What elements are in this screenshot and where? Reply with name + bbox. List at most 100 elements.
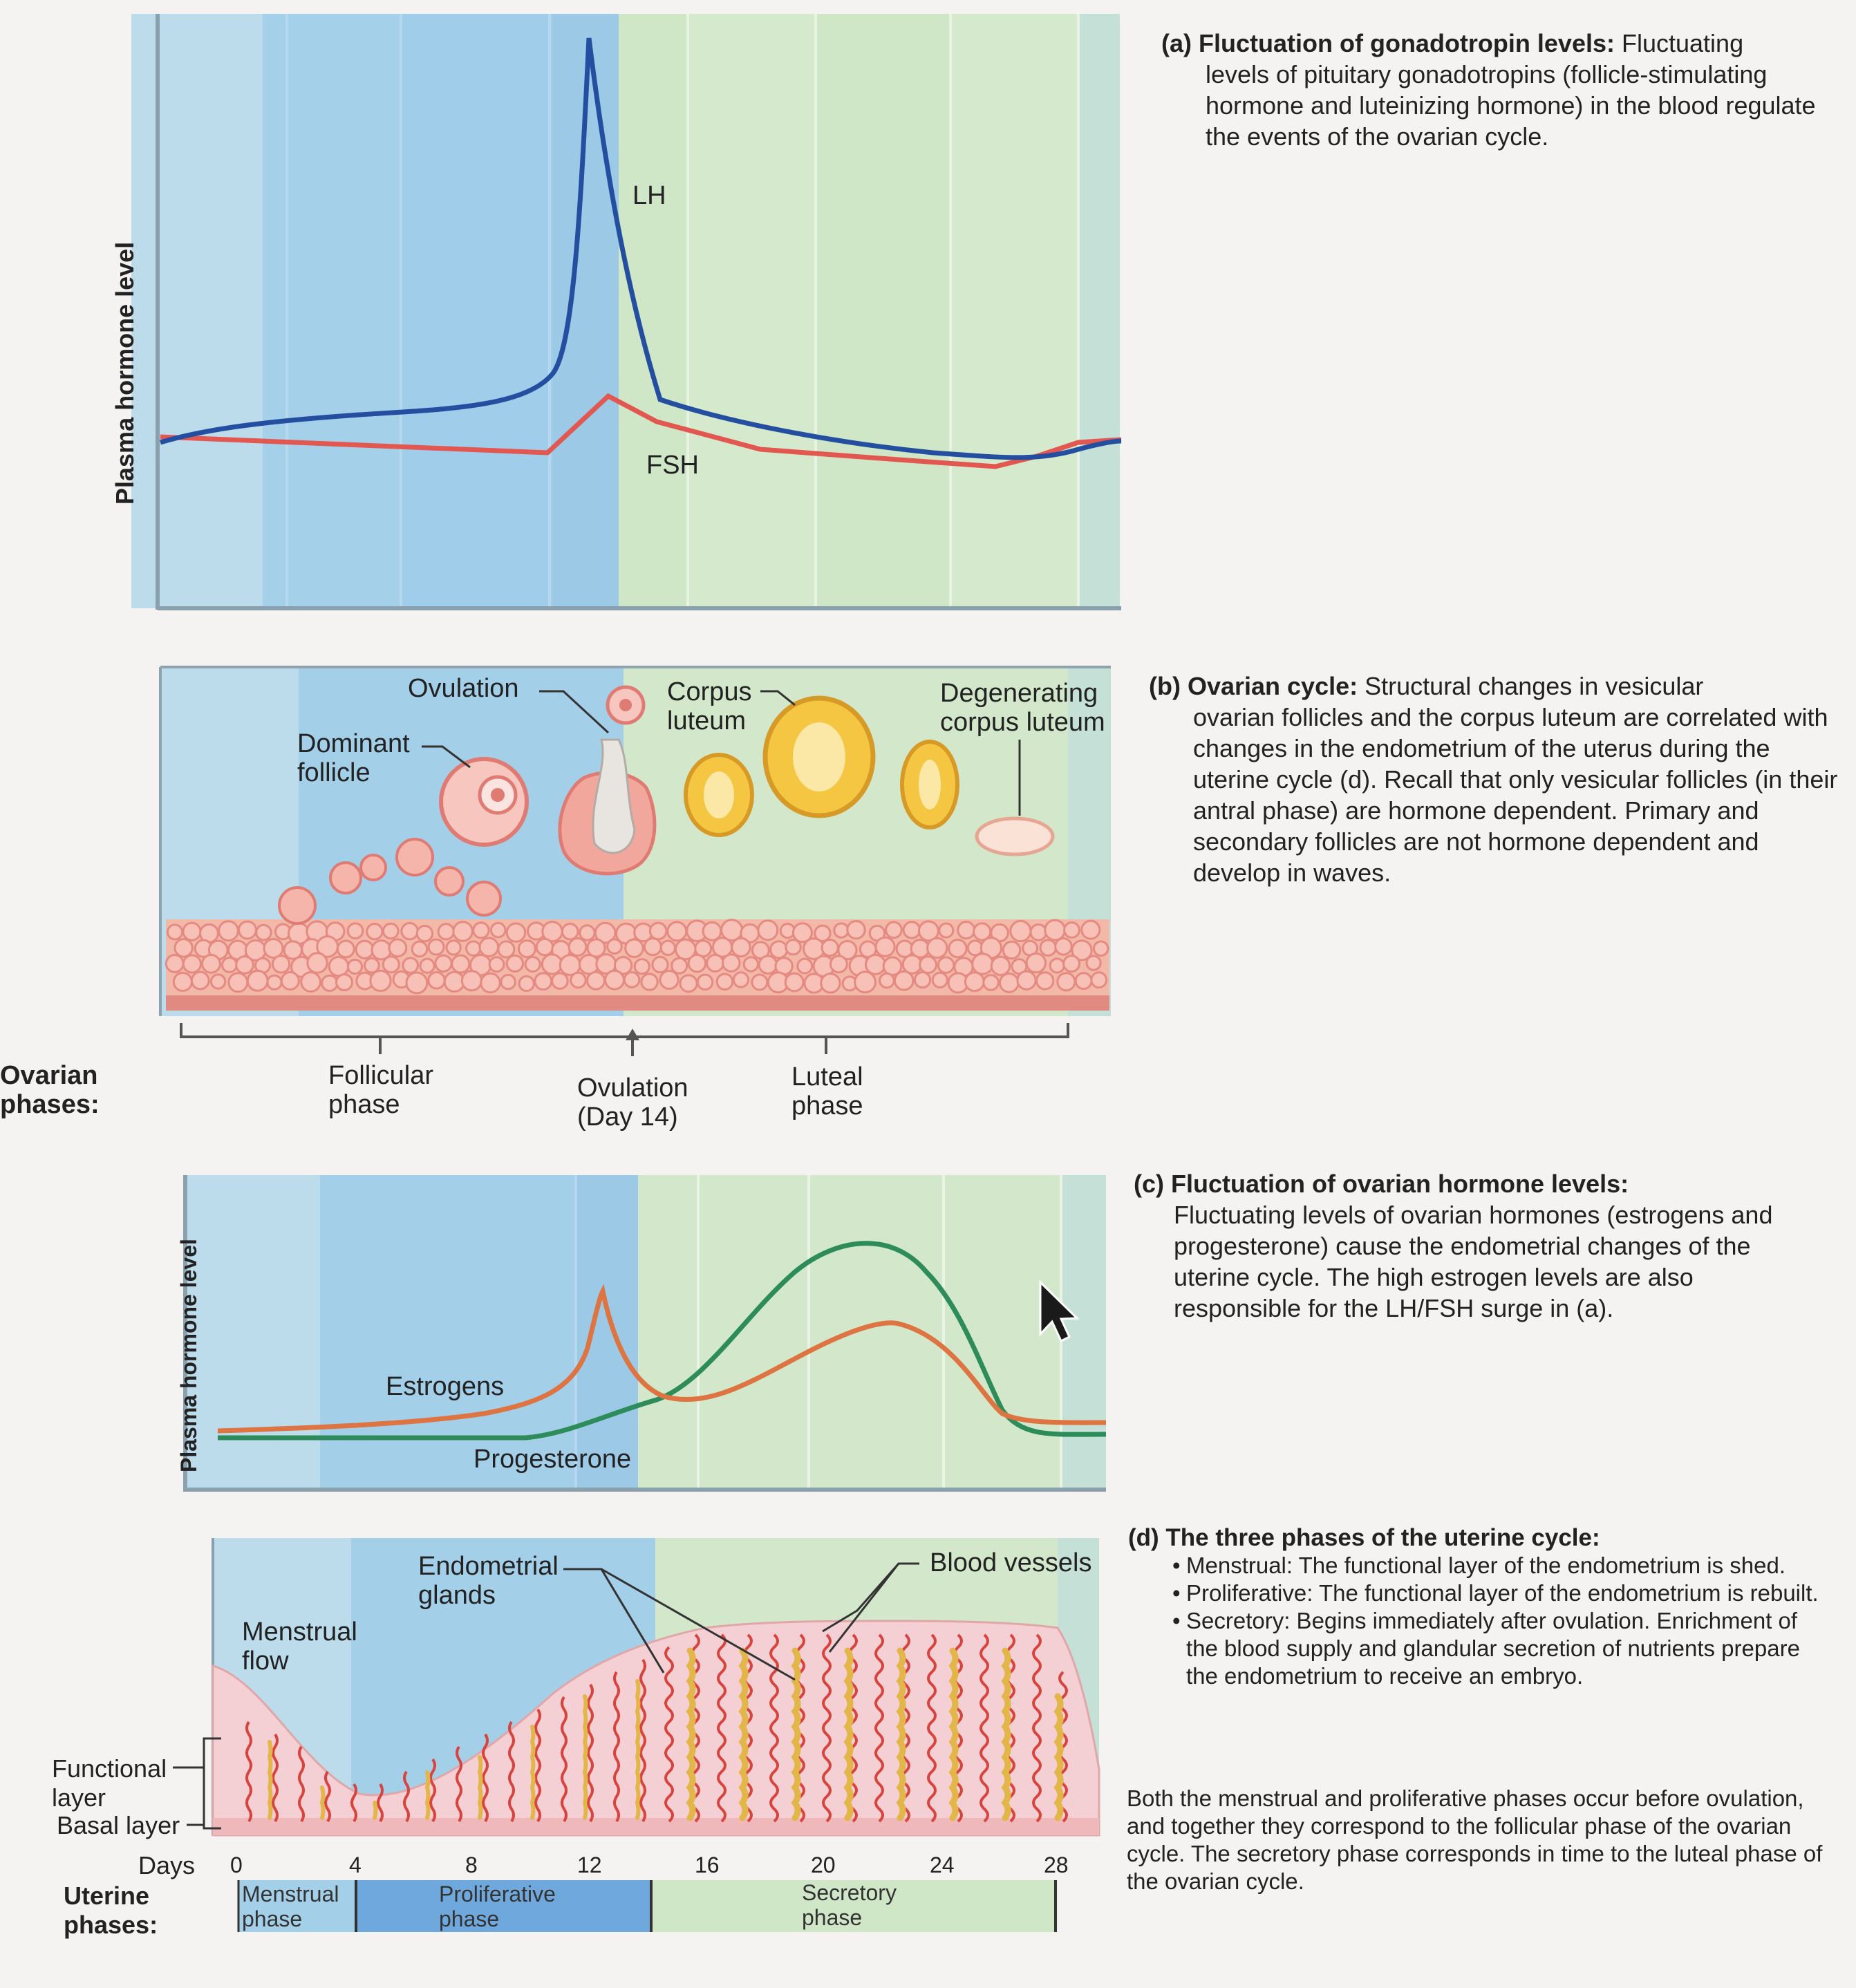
- cortex-cell: [854, 970, 877, 994]
- cortex-cell: [586, 938, 606, 958]
- cortex-cell: [369, 969, 392, 992]
- cortex-cell: [1044, 919, 1067, 941]
- cortex-cell: [419, 957, 435, 974]
- panel-c-chart: [183, 1175, 1107, 1492]
- panel-d-caption: (d) The three phases of the uterine cycl…: [1128, 1524, 1826, 1690]
- spiral-artery: [1032, 1633, 1042, 1823]
- dominant-follicle-label: Dominant follicle: [297, 729, 410, 787]
- cortex-cell: [833, 922, 850, 939]
- cortex-cell: [328, 955, 350, 977]
- day-12-tick: 12: [577, 1853, 602, 1877]
- uterine-gland: [738, 1647, 749, 1821]
- cortex-cell: [1090, 971, 1108, 989]
- cortex-cell: [488, 956, 505, 973]
- spiral-artery: [482, 1733, 489, 1823]
- cortex-cell: [306, 952, 328, 974]
- cortex-cell: [687, 953, 707, 973]
- cortex-cell: [266, 974, 283, 991]
- cortex-cell: [451, 954, 471, 974]
- follicular-phase-label: Follicular phase: [328, 1061, 434, 1119]
- cortex-cell: [1016, 970, 1037, 991]
- day-4-tick: 4: [349, 1853, 362, 1877]
- fsh-curve: [160, 393, 1122, 469]
- cortex-cell: [971, 953, 994, 975]
- cortex-cell: [1049, 957, 1065, 974]
- cortex-cell: [190, 970, 210, 991]
- cortex-cell: [633, 958, 650, 975]
- spiral-artery: [664, 1646, 674, 1823]
- lh-label: LH: [632, 181, 666, 210]
- cortex-cell: [938, 922, 955, 939]
- cortex-cell: [874, 936, 896, 957]
- cortex-cell: [355, 939, 375, 959]
- cortex-cell: [706, 953, 725, 973]
- uterine-gland: [582, 1694, 588, 1820]
- basal-layer-label: Basal layer: [57, 1811, 180, 1839]
- uterine-gland: [896, 1647, 906, 1821]
- functional-layer-label: Functional layer: [52, 1754, 167, 1812]
- panel-c-caption-body: Fluctuating levels of ovarian hormones (…: [1174, 1201, 1773, 1322]
- cortex-cell: [648, 921, 668, 941]
- cortex-cell: [606, 938, 623, 955]
- bullet-proliferative: Proliferative: The functional layer of t…: [1172, 1579, 1826, 1607]
- spiral-artery: [272, 1733, 279, 1823]
- cortex-cell: [570, 971, 587, 989]
- ovulation-label: Ovulation: [408, 674, 519, 703]
- estrogens-label: Estrogens: [386, 1372, 505, 1401]
- cortex-cell: [346, 958, 364, 975]
- cortex-cell: [415, 924, 434, 943]
- spiral-artery: [927, 1633, 937, 1823]
- day-28-tick: 28: [1044, 1853, 1069, 1877]
- spiral-artery: [298, 1745, 305, 1823]
- uterine-gland: [843, 1647, 854, 1821]
- cortex-cell: [1029, 923, 1048, 941]
- spiral-artery: [508, 1720, 515, 1823]
- day-0-tick: 0: [230, 1853, 243, 1877]
- cortex-cell: [659, 969, 679, 990]
- cortex-cell: [246, 969, 269, 992]
- spiral-artery: [245, 1720, 252, 1823]
- cortex-cell: [919, 955, 937, 975]
- day-20-tick: 20: [811, 1853, 836, 1877]
- spiral-artery: [717, 1633, 727, 1823]
- cortex-cell: [472, 921, 490, 939]
- cortex-cell: [879, 972, 895, 989]
- spiral-artery: [534, 1708, 541, 1823]
- mouse-cursor: [1039, 1279, 1080, 1343]
- menstrual-flow-label: Menstrual flow: [242, 1617, 357, 1676]
- cortex-cell: [640, 973, 659, 991]
- cortex-cell: [586, 970, 606, 991]
- panel-d-caption-heading: (d) The three phases of the uterine cycl…: [1128, 1524, 1600, 1551]
- spiral-artery: [403, 1770, 410, 1823]
- cortex-cell: [182, 921, 202, 941]
- cortex-cell: [480, 972, 501, 994]
- cortex-cell: [489, 921, 507, 939]
- cortex-cell: [1092, 940, 1109, 957]
- panel-a-y-axis-label: Plasma hormone level: [111, 241, 139, 505]
- uterine-phase-bullets: Menstrual: The functional layer of the e…: [1128, 1552, 1826, 1690]
- secretory-phase-label: Secretory phase: [802, 1880, 897, 1930]
- fsh-label: FSH: [646, 451, 699, 480]
- uterine-gland: [477, 1755, 483, 1820]
- cortex-cell: [505, 954, 525, 973]
- spiral-artery: [639, 1658, 646, 1823]
- spiral-artery: [587, 1683, 594, 1823]
- spiral-artery: [769, 1633, 779, 1823]
- cortex-cell: [837, 939, 858, 961]
- cortex-cell: [613, 956, 633, 975]
- cortex-cell: [1063, 921, 1080, 939]
- spiral-artery: [456, 1745, 462, 1823]
- cortex-cell: [200, 953, 221, 974]
- cortex-cell: [957, 921, 976, 940]
- cortex-cell: [604, 969, 625, 991]
- uterine-gland: [319, 1785, 326, 1820]
- uterine-gland: [529, 1725, 536, 1820]
- cortex-cell: [209, 973, 227, 990]
- estrogen-curve: [217, 1284, 1107, 1434]
- panel-b-caption-first: Structural changes in vesicular: [1365, 672, 1704, 700]
- panel-a-caption-first: Fluctuating: [1622, 29, 1744, 57]
- bullet-secretory: Secretory: Begins immediately after ovul…: [1172, 1607, 1826, 1690]
- cortex-cell: [751, 973, 769, 991]
- days-axis-label: Days: [138, 1851, 196, 1879]
- cortex-cell: [437, 923, 455, 941]
